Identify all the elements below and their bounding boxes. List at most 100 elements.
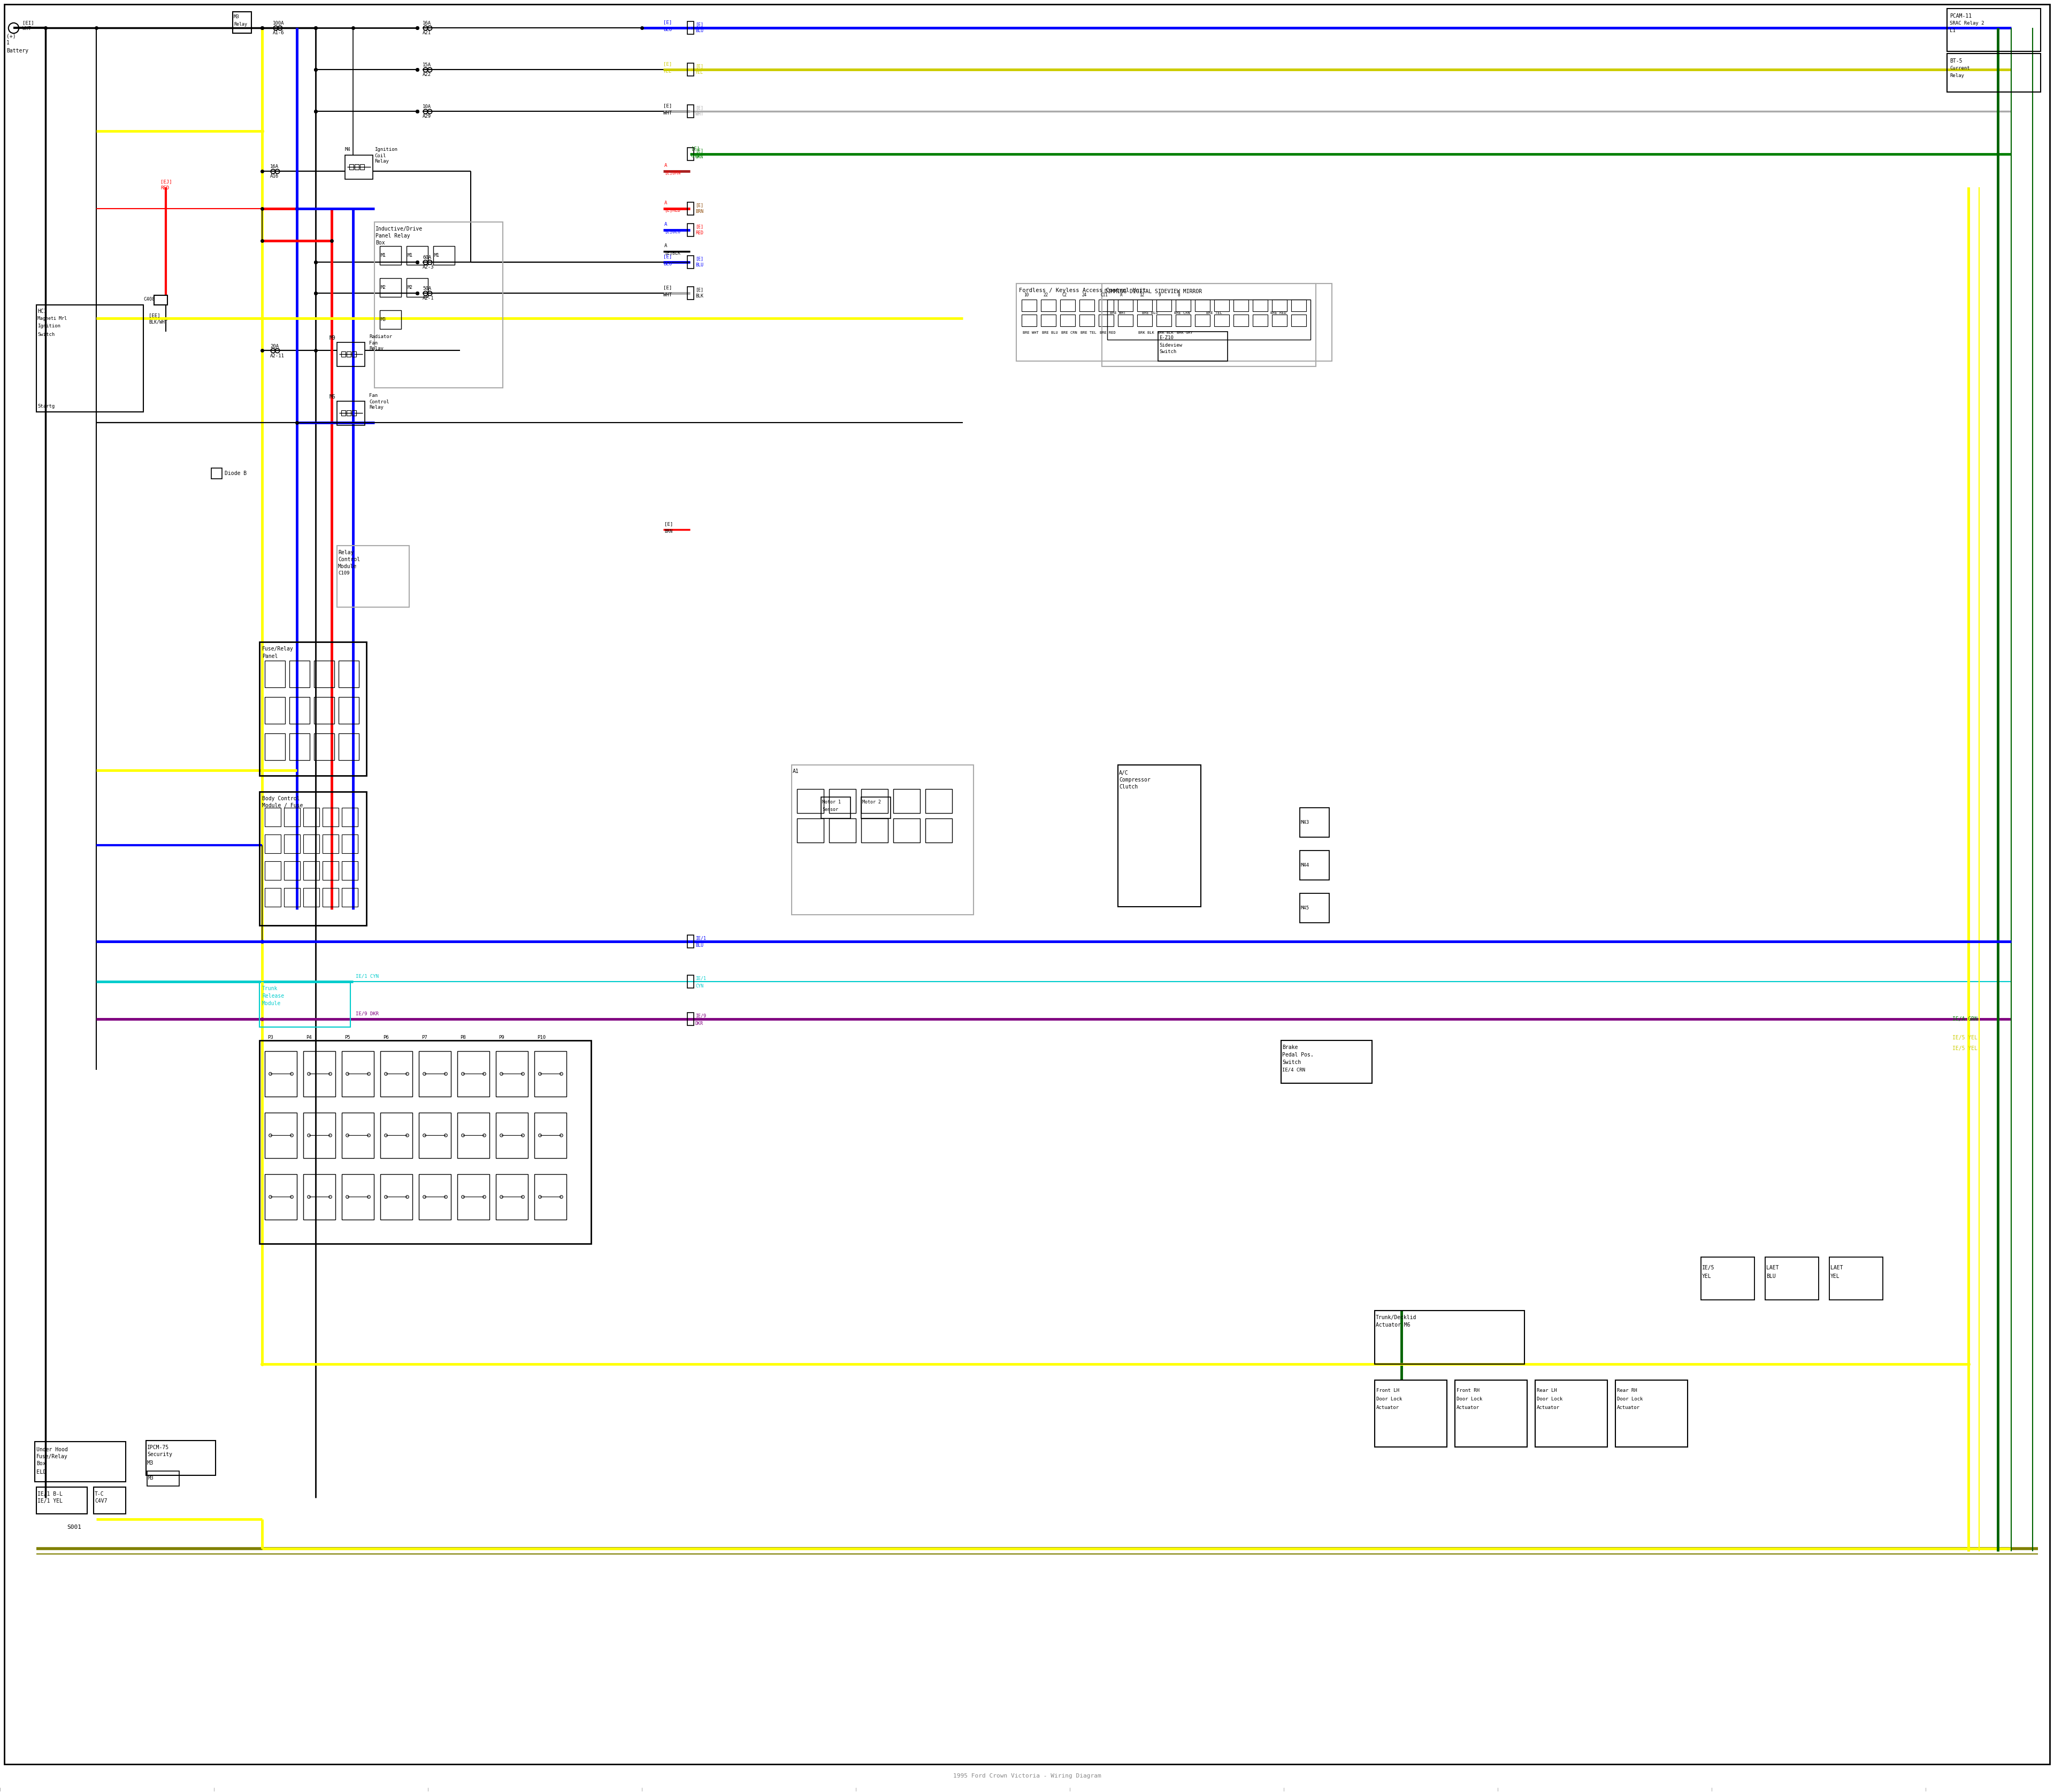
Text: BRE WHT: BRE WHT [1109, 312, 1126, 315]
Bar [339, 733, 359, 760]
Bar [1041, 299, 1056, 312]
Bar [1214, 315, 1228, 326]
Text: C2: C2 [1062, 292, 1068, 297]
Bar [458, 1052, 489, 1097]
Bar [259, 642, 366, 776]
Text: Motor 2: Motor 2 [863, 799, 881, 805]
Bar [265, 733, 286, 760]
Text: [E]: [E] [663, 104, 672, 108]
Text: [E]: [E] [696, 202, 702, 208]
Bar [347, 351, 351, 357]
Bar [797, 788, 824, 814]
Text: T-C: T-C [94, 1491, 105, 1496]
Bar [1041, 315, 1056, 326]
Text: C408: C408 [144, 297, 154, 303]
Text: A: A [663, 201, 668, 206]
Bar [347, 410, 351, 416]
Bar [290, 697, 310, 724]
Text: BRE RED: BRE RED [1099, 332, 1115, 335]
Text: BRE TEL: BRE TEL [1206, 312, 1222, 315]
Bar [1107, 299, 1310, 340]
Bar [337, 401, 366, 425]
Text: M1: M1 [433, 253, 440, 258]
Bar [1138, 315, 1152, 326]
Bar [232, 13, 251, 34]
Text: Diode B: Diode B [224, 471, 246, 477]
Bar [265, 889, 281, 907]
Text: Module / Fuse: Module / Fuse [263, 803, 302, 808]
Text: [E]: [E] [696, 287, 702, 292]
Text: HC1: HC1 [37, 308, 47, 314]
Bar [351, 351, 355, 357]
Bar [380, 278, 401, 297]
Bar [304, 808, 318, 826]
Text: BRE TEL: BRE TEL [1080, 332, 1097, 335]
Text: M4: M4 [345, 147, 351, 152]
Bar [1534, 1380, 1608, 1446]
Bar [893, 788, 920, 814]
Text: [EI]: [EI] [23, 20, 35, 25]
Text: (+): (+) [6, 34, 16, 39]
Text: Door Lock: Door Lock [1456, 1398, 1483, 1401]
Text: M43: M43 [1300, 821, 1310, 824]
Text: Rear RH: Rear RH [1616, 1389, 1637, 1392]
Text: BLU: BLU [663, 27, 672, 32]
Text: Fan: Fan [370, 394, 378, 398]
Text: [E]: [E] [690, 147, 700, 151]
Bar [1158, 332, 1228, 360]
Bar [407, 246, 427, 265]
Text: LAET: LAET [1766, 1265, 1779, 1271]
Bar [1300, 851, 1329, 880]
Text: P10: P10 [536, 1036, 546, 1039]
Text: BRK BLK: BRK BLK [1138, 332, 1154, 335]
Text: Door Lock: Door Lock [1616, 1398, 1643, 1401]
Bar [380, 1174, 413, 1220]
Text: LAET: LAET [1830, 1265, 1842, 1271]
Bar [419, 1052, 452, 1097]
Text: BRN: BRN [663, 529, 672, 534]
Bar [534, 1174, 567, 1220]
Text: C4V7: C4V7 [94, 1498, 107, 1503]
Text: [E]: [E] [696, 256, 702, 262]
Bar [283, 835, 300, 853]
Bar [688, 975, 694, 987]
Text: P3: P3 [267, 1036, 273, 1039]
Text: [E]: [E] [663, 521, 674, 527]
Text: [E]: [E] [696, 22, 702, 27]
Bar [1253, 315, 1267, 326]
Text: Switch: Switch [37, 332, 55, 337]
Text: Relay: Relay [370, 346, 384, 351]
Text: M2: M2 [380, 285, 386, 290]
Text: M3: M3 [148, 1477, 154, 1480]
Bar [341, 410, 345, 416]
Text: Front RH: Front RH [1456, 1389, 1479, 1392]
Bar [154, 296, 168, 305]
Bar [861, 788, 887, 814]
Bar [265, 661, 286, 688]
Text: BLU: BLU [663, 262, 672, 267]
Bar [265, 1052, 298, 1097]
Text: Trunk/Decklid: Trunk/Decklid [1376, 1315, 1417, 1321]
Text: M44: M44 [1300, 864, 1310, 867]
Bar [341, 835, 357, 853]
Bar [259, 792, 366, 925]
Text: Compressor: Compressor [1119, 778, 1150, 783]
Bar [688, 1012, 694, 1025]
Bar [1292, 315, 1306, 326]
Text: YEL: YEL [1830, 1274, 1840, 1279]
Text: P8: P8 [460, 1036, 466, 1039]
Bar [337, 545, 409, 607]
Text: M3: M3 [380, 317, 386, 323]
Bar [1195, 299, 1210, 312]
Bar [322, 808, 339, 826]
Text: M3: M3 [234, 14, 240, 20]
Text: Inductive/Drive: Inductive/Drive [376, 226, 423, 231]
Bar [339, 697, 359, 724]
Text: IE/9: IE/9 [696, 1014, 707, 1018]
Bar [380, 310, 401, 330]
Bar [349, 165, 353, 170]
Text: BLU: BLU [696, 263, 702, 267]
Bar [791, 765, 974, 914]
Text: 10A: 10A [423, 104, 431, 109]
Text: 60A: 60A [423, 256, 431, 260]
